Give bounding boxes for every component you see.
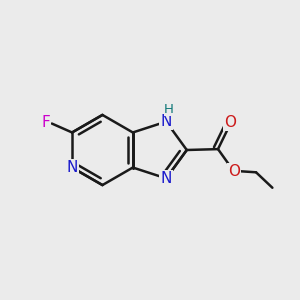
Text: F: F: [41, 115, 50, 130]
Text: N: N: [160, 171, 172, 186]
Text: O: O: [228, 164, 240, 179]
Text: H: H: [164, 103, 174, 116]
Text: N: N: [66, 160, 78, 175]
Text: O: O: [224, 115, 236, 130]
Text: N: N: [160, 114, 172, 129]
